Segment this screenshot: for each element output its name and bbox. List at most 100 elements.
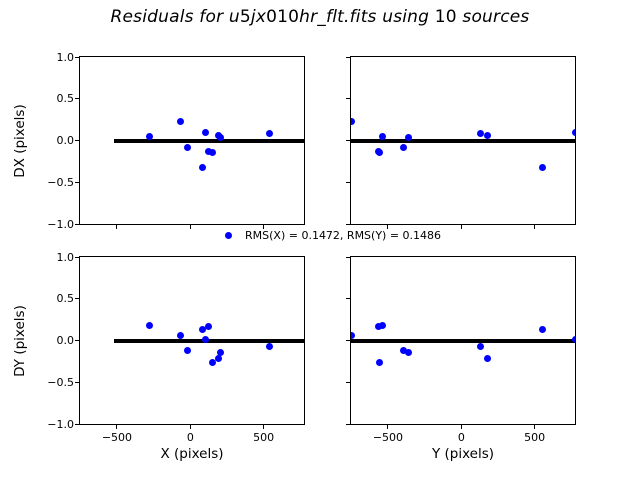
data-point [202,129,210,137]
y-tick [75,140,79,141]
y-tick [346,256,350,258]
y-tick [346,423,350,425]
x-tick [460,225,462,229]
data-point [145,132,153,140]
data-point [483,355,491,363]
y-tick [75,223,79,225]
y-tick-label: −0.5 [47,175,74,189]
x-tick [116,225,118,229]
data-point [476,342,484,350]
data-point [184,143,192,151]
data-point [202,336,210,344]
data-point [476,130,484,138]
plot-area [350,56,576,225]
data-point [351,117,355,125]
y-tick-label: 1.0 [56,250,75,264]
plot-area [79,56,305,225]
x-tick [189,425,191,429]
x-axis-label: X (pixels) [160,446,224,462]
data-point [177,117,185,125]
x-tick [189,225,191,229]
data-point [265,342,273,350]
y-tick [346,181,350,183]
legend-marker-dot [225,232,232,239]
y-tick [346,298,350,300]
y-tick-label: −0.5 [47,375,74,389]
y-tick [75,256,79,258]
zero-reference-line [114,338,304,343]
x-tick [263,425,265,429]
legend-label: RMS(X) = 0.1472, RMS(Y) = 0.1486 [245,229,442,242]
data-point [405,133,413,141]
data-point [375,358,383,366]
data-point [571,129,575,137]
y-tick-label: 0.0 [56,334,75,347]
data-point [209,358,217,366]
x-tick-label: 500 [524,431,546,444]
data-point [538,326,546,334]
y-tick [75,56,79,58]
y-tick [346,98,350,100]
y-tick [346,340,350,341]
data-point [538,163,546,171]
y-tick-label: 1.0 [56,50,75,64]
data-point [375,322,383,330]
y-tick [346,140,350,141]
data-point [399,347,407,355]
data-point [209,148,217,156]
data-point [399,143,407,151]
data-point [375,148,383,156]
data-point [214,355,222,363]
y-tick [75,98,79,100]
y-tick-label: −1.0 [47,417,74,431]
y-tick-label: −1.0 [47,217,74,231]
data-point [379,321,387,329]
x-tick-label: 0 [186,431,194,444]
data-point [184,347,192,355]
y-tick [75,340,79,341]
x-tick [116,425,118,429]
y-tick [75,181,79,183]
x-axis-label: Y (pixels) [431,446,495,462]
y-tick-label: 0.0 [56,134,75,147]
x-tick [387,225,389,229]
x-tick-label: −500 [372,431,404,444]
data-point [216,348,224,356]
zero-reference-line [351,338,575,343]
data-point [204,147,212,155]
zero-reference-line [114,138,304,143]
y-tick [346,223,350,225]
data-point [483,131,491,139]
x-tick [460,425,462,429]
x-tick [534,425,536,429]
y-tick [75,381,79,383]
data-point [145,321,153,329]
data-point [199,326,207,334]
y-tick [346,56,350,58]
x-tick-label: −500 [101,431,133,444]
x-tick [534,225,536,229]
x-tick [263,225,265,229]
data-point [351,331,355,339]
y-tick-label: 0.5 [56,92,75,106]
zero-reference-line [351,138,575,143]
figure-title: Residuals for u5jx010hr_flt.fits using 1… [110,7,530,27]
data-point [379,132,387,140]
plot-area [79,256,305,425]
data-point [199,163,207,171]
data-point [405,348,413,356]
y-tick [75,298,79,300]
x-tick-label: 0 [457,431,465,444]
x-tick-label: 500 [253,431,275,444]
x-tick [387,425,389,429]
legend: RMS(X) = 0.1472, RMS(Y) = 0.1486 [225,229,441,242]
y-tick [346,381,350,383]
data-point [204,322,212,330]
y-tick-label: 0.5 [56,292,75,306]
data-point [571,336,575,344]
data-point [177,331,185,339]
